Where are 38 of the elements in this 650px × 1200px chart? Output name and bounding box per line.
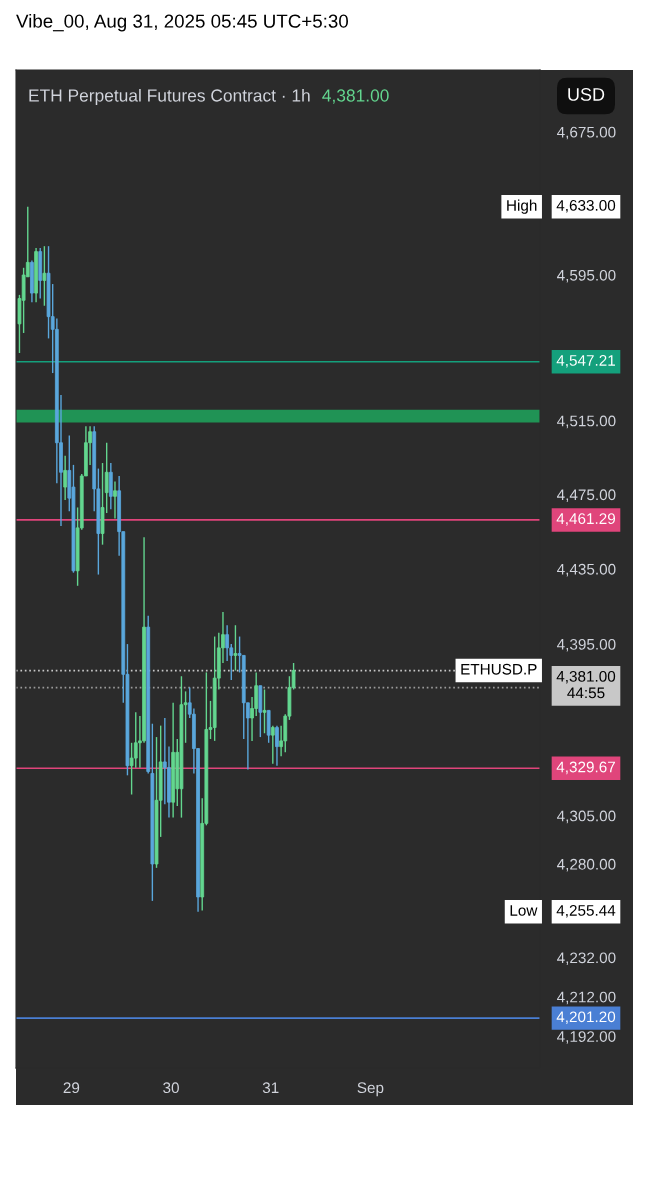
y-tick-label: 4,280.00 <box>557 858 616 872</box>
y-tick-label: 4,475.00 <box>557 489 616 502</box>
candlestick <box>262 688 267 734</box>
text: USD <box>568 88 605 101</box>
annotation: Low <box>510 905 538 916</box>
candlestick <box>275 724 279 767</box>
ref-line-label: 4,547.21 <box>556 355 615 368</box>
y-tick-label: 4,515.00 <box>557 415 616 429</box>
text: 4,255.44 <box>556 905 616 918</box>
text: 4,381.00 <box>322 89 389 104</box>
candlestick <box>113 480 117 520</box>
candlestick <box>133 711 138 769</box>
y-tick-label: 4,212.00 <box>557 991 616 1005</box>
text: 4,633.00 <box>556 199 616 213</box>
candlestick <box>233 624 238 672</box>
ref-line-label: 4,329.67 <box>556 761 615 775</box>
candlestick <box>270 724 275 765</box>
candlestick <box>42 245 47 307</box>
y-tick-label: 4,232.00 <box>557 952 616 966</box>
text: Vibe_00, Aug 31, 2025 05:45 UTC+5:30 <box>16 14 349 32</box>
x-tick-label: 30 <box>163 1082 179 1094</box>
x-tick-label: Sep <box>357 1082 384 1097</box>
ref-line-label: 4,381.00 44:55 <box>556 670 616 699</box>
y-tick-label: 4,305.00 <box>557 810 616 824</box>
y-tick-label: 4,192.00 <box>557 1031 616 1044</box>
ref-line-label: 4,461.29 <box>556 513 616 526</box>
y-tick-label: 4,675.00 <box>557 126 616 140</box>
ref-line-label: 4,201.20 <box>556 1011 616 1025</box>
y-tick-label: 4,435.00 <box>557 563 616 577</box>
annotation: High <box>507 199 537 214</box>
y-tick-label: 4,395.00 <box>557 638 616 652</box>
x-tick-label: 29 <box>63 1082 80 1094</box>
y-tick-label: 4,595.00 <box>557 269 616 283</box>
annotation: ETHUSD.P <box>461 663 537 675</box>
candlestick <box>225 624 229 662</box>
text: ETH Perpetual Futures Contract · 1h <box>29 88 310 106</box>
candlestick <box>63 454 68 501</box>
x-tick-label: 31 <box>262 1082 279 1094</box>
